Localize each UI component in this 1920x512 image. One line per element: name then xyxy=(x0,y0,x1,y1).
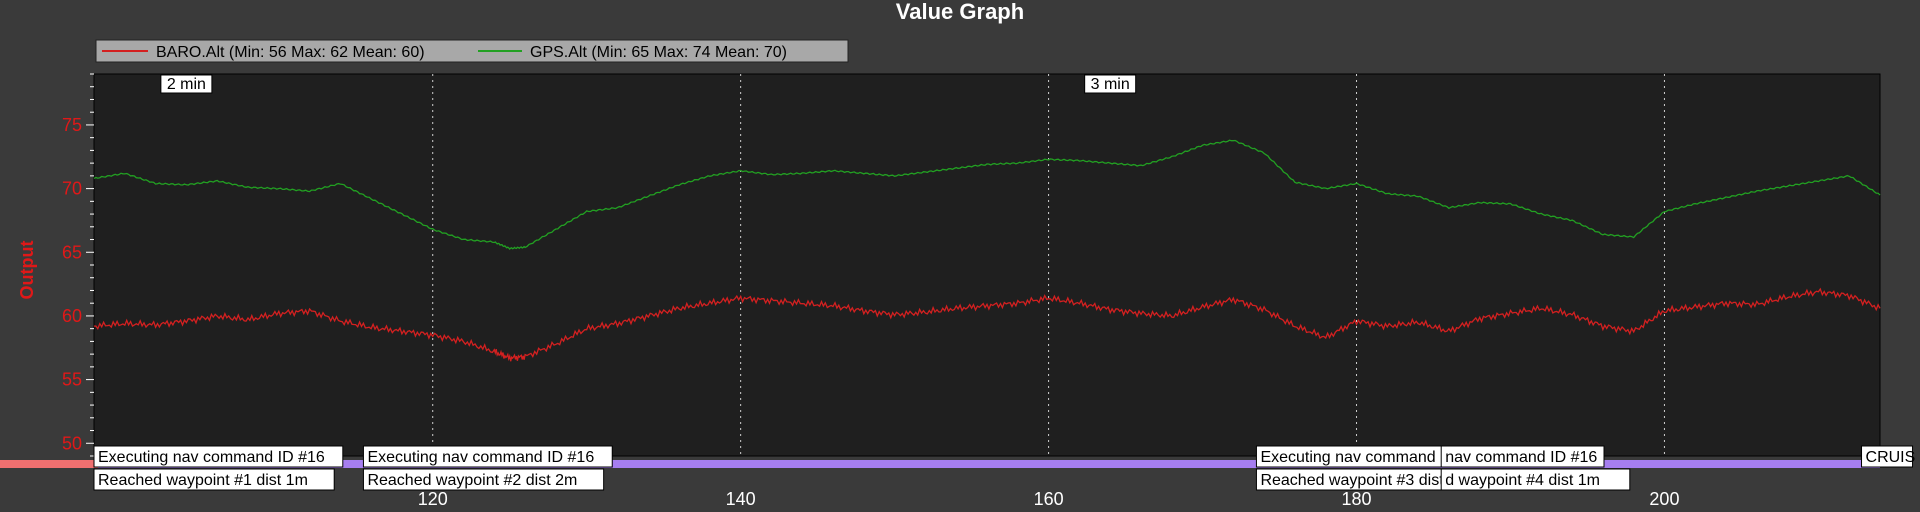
time-marker: 3 min xyxy=(1084,74,1137,94)
annotation-text: Executing nav command ID #16 xyxy=(98,449,325,466)
annotation-box: CRUIS xyxy=(1861,445,1916,468)
annotation-box: Executing nav command ID #16 xyxy=(362,445,613,468)
annotation-box: d waypoint #4 dist 1m xyxy=(1440,468,1631,491)
y-axis-label: Output xyxy=(17,241,37,300)
time-marker-box xyxy=(1084,74,1137,94)
annotation-background xyxy=(362,445,613,468)
x-tick-label: 120 xyxy=(418,489,448,509)
flight-mode-bar xyxy=(0,460,1880,468)
y-tick-label: 60 xyxy=(62,306,82,326)
x-tick-label: 200 xyxy=(1649,489,1679,509)
annotation-text: Reached waypoint #2 dist 2m xyxy=(367,472,577,489)
x-tick-label: 140 xyxy=(726,489,756,509)
grid-layer xyxy=(432,74,1665,456)
annotation-background xyxy=(1440,445,1605,468)
annotation-text: Executing nav command ID #16 xyxy=(1260,449,1487,466)
chart-title: Value Graph xyxy=(896,0,1024,24)
time-markers: 2 min 3 min xyxy=(160,74,1137,94)
annotation-text: CRUIS xyxy=(1866,449,1916,466)
legend-label-gps: GPS.Alt (Min: 65 Max: 74 Mean: 70) xyxy=(530,44,787,61)
annotation-text: Reached waypoint #3 dist 1m xyxy=(1260,472,1470,489)
x-tick-label: 180 xyxy=(1341,489,1371,509)
time-marker-label: 3 min xyxy=(1091,76,1130,93)
series-line-baro-alt xyxy=(93,287,1881,362)
y-axis: 50 55 60 65 70 75 xyxy=(62,73,95,457)
legend-box xyxy=(95,39,849,63)
annotation-text: d waypoint #4 dist 1m xyxy=(1445,472,1600,489)
annotation-text: nav command ID #16 xyxy=(1445,449,1597,466)
annotation-box: Executing nav command ID #16 xyxy=(93,445,344,468)
time-marker-label: 2 min xyxy=(167,76,206,93)
x-axis: 120 140 160 180 200 xyxy=(418,489,1680,509)
annotation-background xyxy=(1861,445,1914,468)
annotation-background xyxy=(362,468,605,491)
annotation-box: nav command ID #16 xyxy=(1440,445,1605,468)
time-marker-box xyxy=(160,74,213,94)
time-marker: 2 min xyxy=(160,74,213,94)
legend[interactable]: BARO.Alt (Min: 56 Max: 62 Mean: 60) GPS.… xyxy=(95,39,849,63)
series-layer xyxy=(93,139,1881,362)
annotation-background xyxy=(93,468,335,491)
series-line-gps-alt xyxy=(93,139,1881,251)
annotation-background xyxy=(93,445,344,468)
y-tick-label: 70 xyxy=(62,179,82,199)
annotation-text: Reached waypoint #1 dist 1m xyxy=(98,472,308,489)
y-tick-label: 55 xyxy=(62,370,82,390)
y-tick-label: 65 xyxy=(62,242,82,262)
annotation-background xyxy=(1440,468,1631,491)
annotation-text: Executing nav command ID #16 xyxy=(367,449,594,466)
mode-bar-segment-auto xyxy=(98,460,1880,468)
mode-bar-segment-start xyxy=(0,460,98,468)
y-tick-label: 50 xyxy=(62,433,82,453)
plot-area[interactable] xyxy=(93,73,1881,457)
annotation-box: Reached waypoint #3 dist 1m xyxy=(1255,468,1498,491)
annotation-box: Reached waypoint #1 dist 1m xyxy=(93,468,335,491)
annotations: Executing nav command ID #16 Reached wayp… xyxy=(93,445,1916,491)
annotation-box: Reached waypoint #2 dist 2m xyxy=(362,468,605,491)
y-tick-label: 75 xyxy=(62,115,82,135)
legend-label-baro: BARO.Alt (Min: 56 Max: 62 Mean: 60) xyxy=(156,44,425,61)
x-tick-label: 160 xyxy=(1034,489,1064,509)
